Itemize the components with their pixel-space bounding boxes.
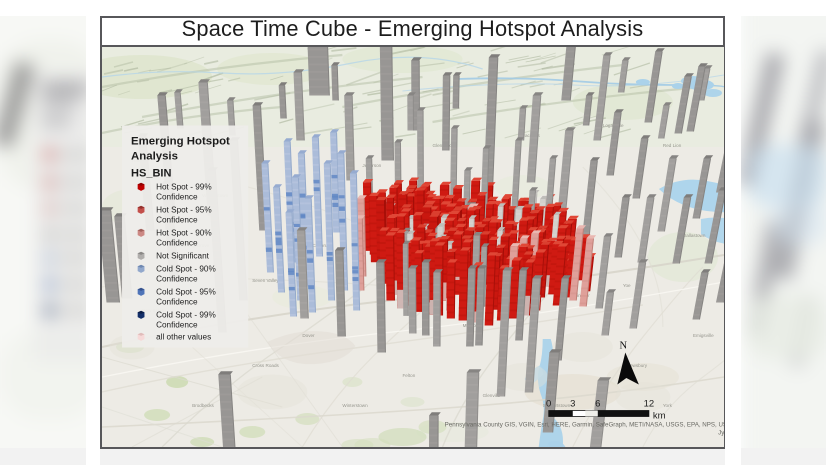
svg-text:HS_BIN: HS_BIN (131, 167, 171, 179)
svg-text:Confidence: Confidence (156, 215, 198, 224)
svg-text:Cold Spot - 99%: Cold Spot - 99% (156, 310, 216, 319)
svg-text:N: N (620, 340, 628, 351)
svg-text:Jy WS: Jy WS (718, 429, 724, 436)
svg-text:Brodbecks: Brodbecks (192, 403, 214, 408)
svg-text:Glenville: Glenville (483, 393, 501, 398)
svg-text:Hot Spot - 95%: Hot Spot - 95% (156, 205, 212, 214)
svg-text:Emigsville: Emigsville (693, 333, 714, 338)
svg-text:Cold Spot - 95%: Cold Spot - 95% (156, 287, 216, 296)
svg-text:Confidence: Confidence (156, 274, 198, 283)
svg-text:Dallastown: Dallastown (683, 233, 706, 238)
svg-text:Confidence: Confidence (156, 320, 198, 329)
svg-text:Confidence: Confidence (156, 192, 198, 201)
svg-text:3: 3 (570, 398, 575, 409)
svg-text:Yoe: Yoe (623, 283, 631, 288)
svg-text:Analysis: Analysis (131, 150, 178, 162)
svg-text:all other values: all other values (156, 332, 211, 341)
svg-text:Shrewsbury: Shrewsbury (623, 363, 648, 368)
svg-text:Cold Spot - 90%: Cold Spot - 90% (156, 264, 216, 273)
svg-text:Not Significant: Not Significant (156, 251, 210, 260)
svg-text:Cross Roads: Cross Roads (252, 363, 279, 368)
svg-text:Confidence: Confidence (156, 297, 198, 306)
svg-text:Hot Spot - 99%: Hot Spot - 99% (156, 182, 212, 191)
svg-text:km: km (653, 410, 666, 421)
svg-text:12: 12 (644, 398, 655, 409)
svg-text:Confidence: Confidence (156, 238, 198, 247)
svg-text:Pennsylvania County GIS, VGIN,: Pennsylvania County GIS, VGIN, Esri, HER… (445, 421, 724, 428)
svg-text:Emerging Hotspot: Emerging Hotspot (131, 135, 230, 147)
svg-text:York: York (663, 403, 673, 408)
svg-text:Red Lion: Red Lion (663, 143, 682, 148)
svg-text:6: 6 (595, 398, 600, 409)
svg-text:Winterstown: Winterstown (342, 403, 368, 408)
svg-text:Seven Valleys: Seven Valleys (252, 278, 281, 283)
svg-text:Felton: Felton (402, 373, 415, 378)
svg-text:0: 0 (546, 398, 551, 409)
svg-text:Stewartstown: Stewartstown (543, 403, 571, 408)
svg-text:Dover: Dover (302, 333, 315, 338)
svg-text:Hot Spot - 90%: Hot Spot - 90% (156, 228, 212, 237)
